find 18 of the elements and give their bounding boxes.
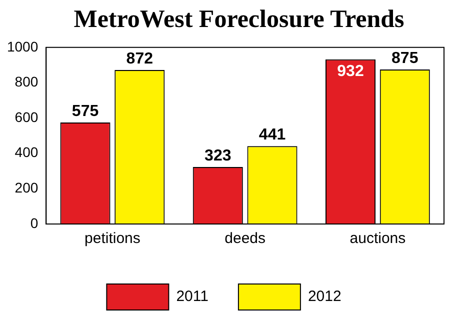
x-tick-label: petitions — [84, 230, 140, 248]
data-label: 323 — [204, 147, 232, 164]
x-tick-label: auctions — [350, 230, 406, 248]
y-tick-label: 600 — [14, 108, 38, 125]
data-label: 575 — [72, 102, 99, 120]
chart-title: MetroWest Foreclosure Trends — [72, 6, 406, 35]
legend-label: 2012 — [308, 288, 342, 306]
data-label: 441 — [258, 126, 286, 144]
x-tick-label: deeds — [224, 230, 266, 248]
data-label: 872 — [126, 50, 154, 68]
y-tick-label: 0 — [30, 214, 38, 231]
data-label: 875 — [392, 50, 418, 67]
y-tick-label: 1000 — [6, 38, 38, 54]
y-tick-label: 800 — [14, 74, 38, 90]
data-label: 932 — [337, 62, 364, 80]
legend-label: 2011 — [176, 288, 208, 306]
y-tick-label: 200 — [14, 180, 38, 196]
y-tick-label: 400 — [14, 144, 38, 160]
